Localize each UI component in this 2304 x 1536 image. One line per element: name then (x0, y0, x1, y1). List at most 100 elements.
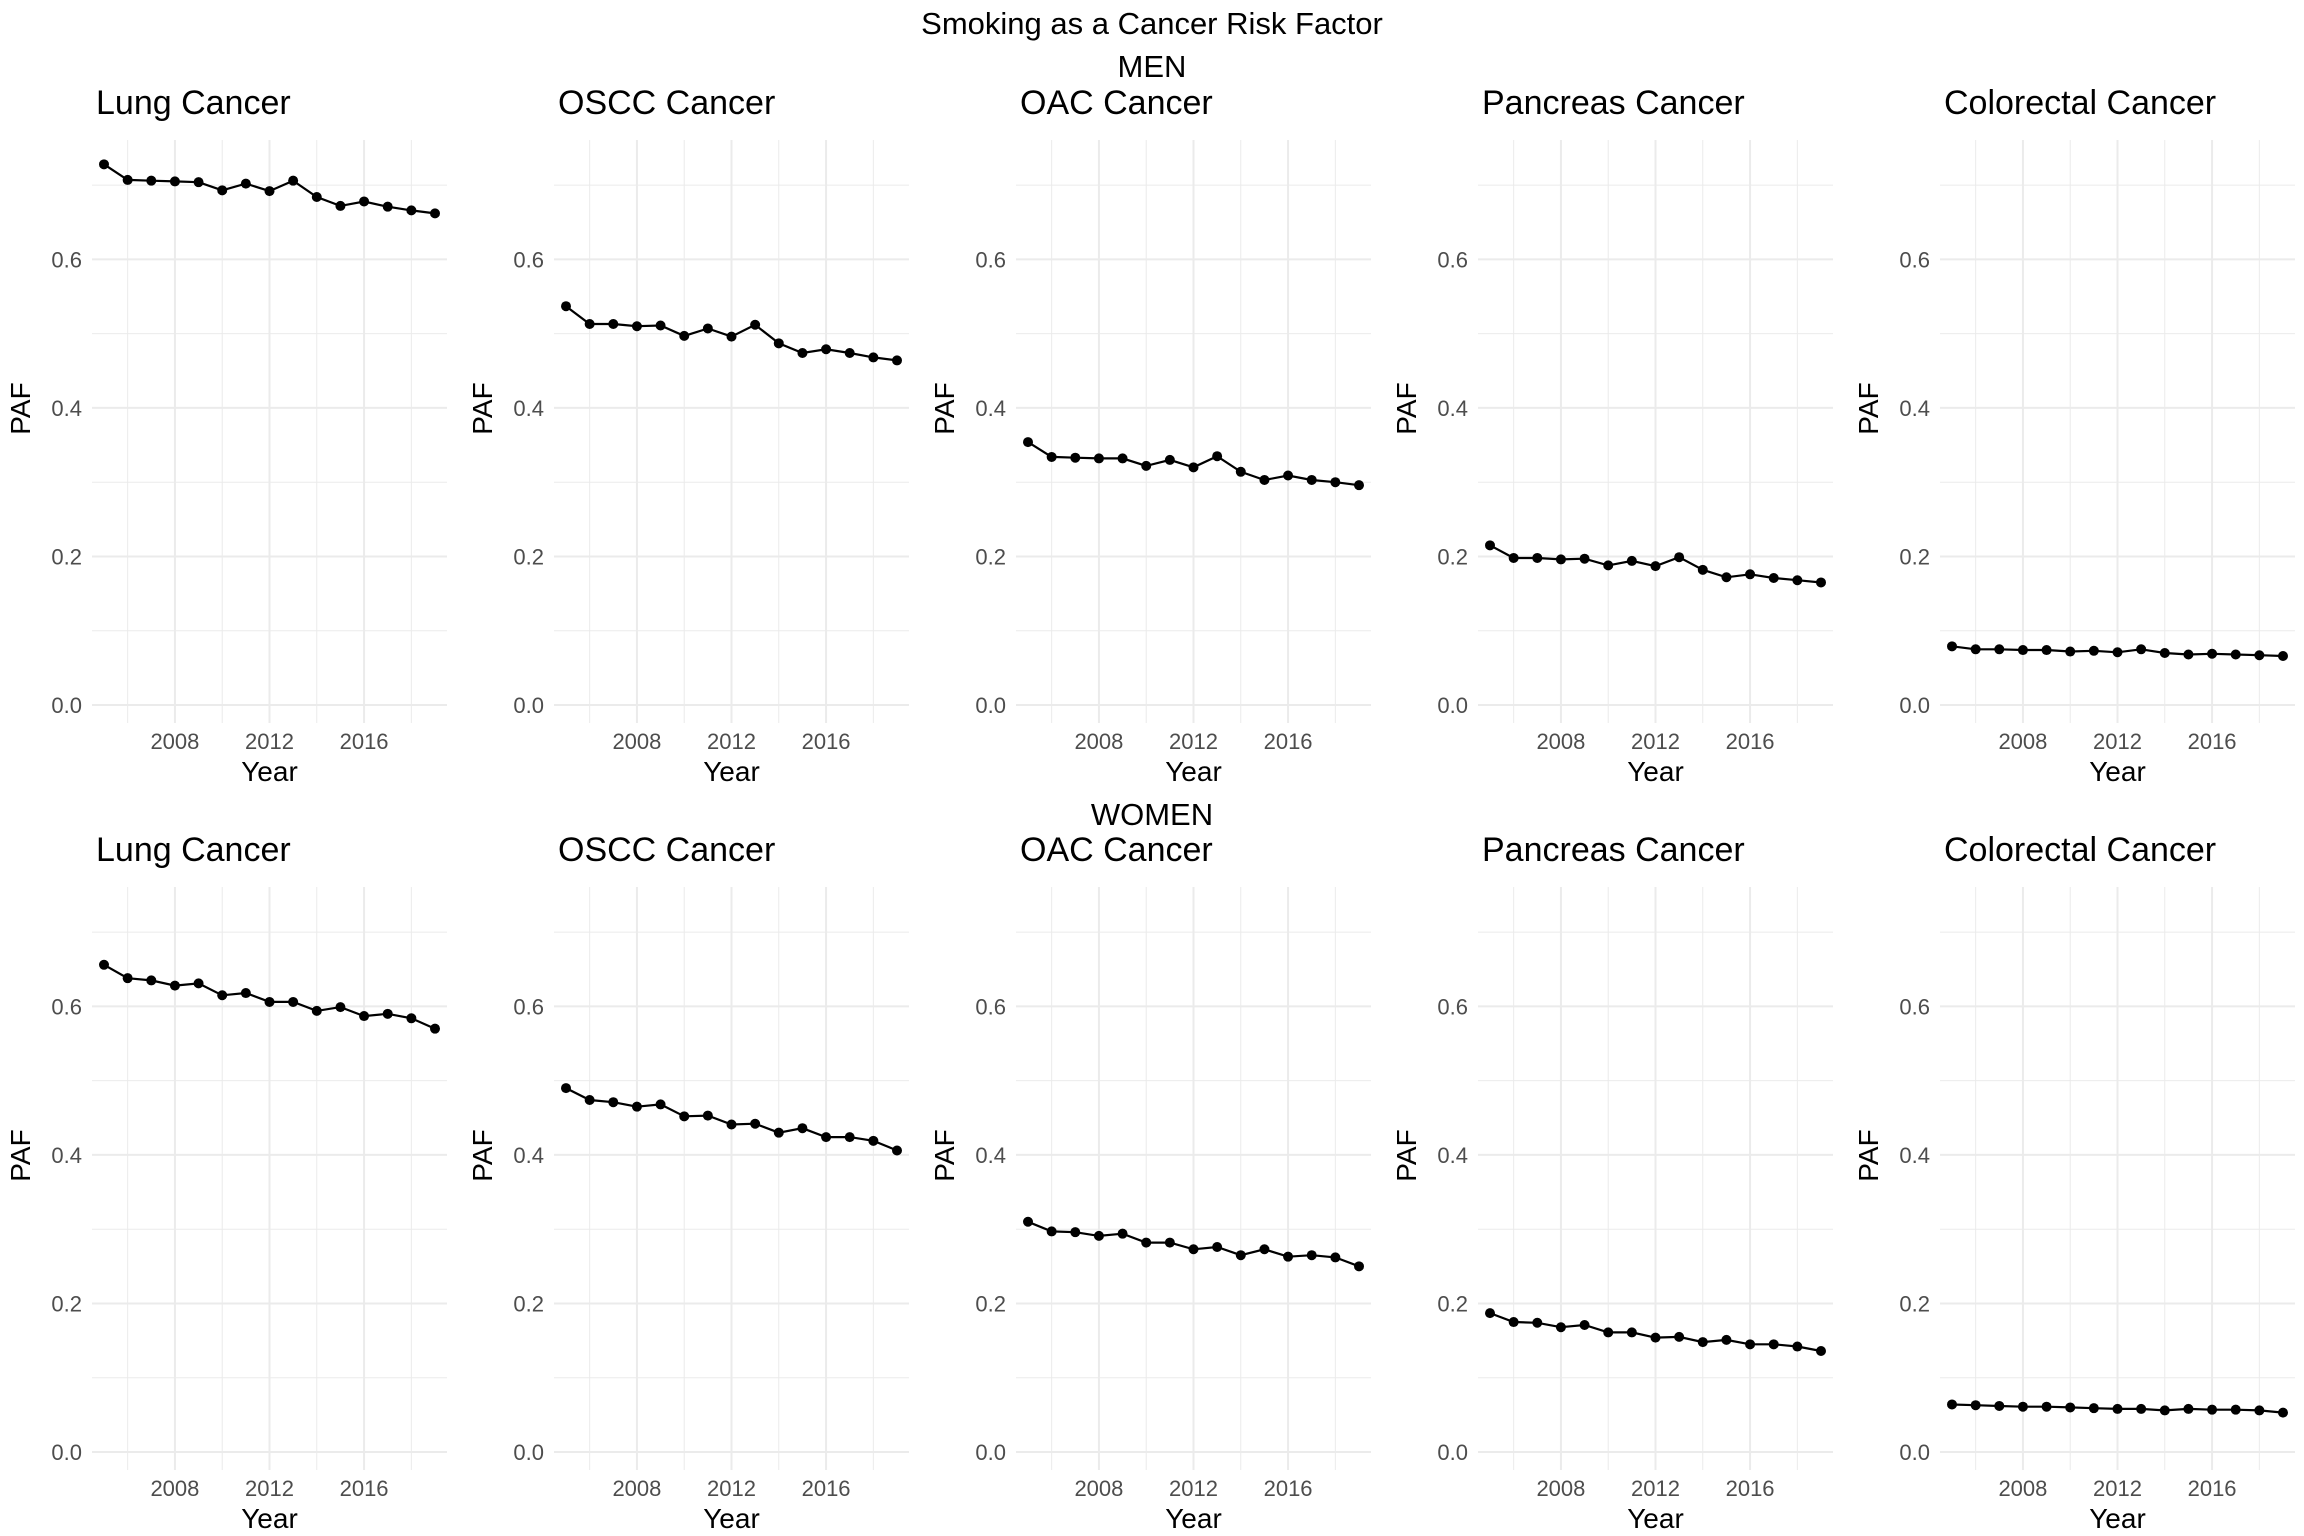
data-point (2207, 648, 2218, 659)
x-axis-title: Year (2089, 756, 2146, 787)
panel-women-2: OSCC Cancer 0.0 0.2 0.4 0.6 2008 2012 2016 Year P… (467, 831, 909, 1534)
data-point (311, 1005, 322, 1016)
group-label-men: MEN (1118, 49, 1187, 84)
x-tick-label: 2016 (2188, 729, 2237, 754)
x-tick-label: 2008 (1074, 1476, 1123, 1501)
data-point (2112, 1403, 2123, 1414)
panel-title: Pancreas Cancer (1482, 84, 1745, 122)
panel-men-4: Pancreas Cancer 0.0 0.2 0.4 0.6 2008 2012 2016 Y… (1391, 84, 1833, 787)
data-point (1970, 1400, 1981, 1411)
panel-women-5: Colorectal Cancer 0.0 0.2 0.4 0.6 2008 2012 201… (1853, 831, 2295, 1534)
data-point (726, 331, 737, 342)
data-point (584, 1094, 595, 1105)
data-point (1141, 460, 1152, 471)
y-tick-label: 0.0 (1437, 1440, 1468, 1465)
data-point (99, 959, 109, 970)
data-point (1745, 1339, 1756, 1350)
data-point (1721, 572, 1732, 583)
y-tick-label: 0.0 (1899, 1440, 1930, 1465)
data-point (1023, 437, 1033, 448)
data-point (655, 320, 666, 331)
data-point (797, 347, 808, 358)
y-axis-title: PAF (1391, 1129, 1422, 1181)
data-point (1697, 1337, 1708, 1348)
data-point (264, 996, 275, 1007)
data-point (2088, 645, 2099, 656)
data-point (1330, 1252, 1341, 1263)
y-tick-label: 0.2 (513, 1291, 544, 1316)
data-point (1994, 1400, 2005, 1411)
y-axis-title: PAF (5, 382, 36, 434)
data-point (702, 323, 713, 334)
panel-title: Colorectal Cancer (1944, 84, 2216, 122)
data-point (1555, 554, 1566, 565)
x-tick-label: 2012 (1169, 729, 1218, 754)
data-point (1212, 1242, 1223, 1253)
data-point (1046, 451, 1057, 462)
data-point (1768, 1339, 1779, 1350)
y-tick-label: 0.2 (51, 544, 82, 569)
y-axis-title: PAF (5, 1129, 36, 1181)
panel-title: OSCC Cancer (558, 84, 775, 122)
panel-women-3: OAC Cancer 0.0 0.2 0.4 0.6 2008 2012 2016 Year PA… (929, 831, 1371, 1534)
data-point (1816, 1345, 1826, 1356)
data-point (892, 1145, 902, 1156)
y-axis-title: PAF (1853, 1129, 1884, 1181)
data-point (1970, 644, 1981, 655)
y-axis-title: PAF (1391, 382, 1422, 434)
panel-title: Lung Cancer (96, 84, 291, 122)
data-point (2112, 647, 2123, 658)
data-point (2159, 648, 2170, 659)
data-point (1579, 1320, 1590, 1331)
y-tick-label: 0.4 (1437, 396, 1468, 421)
x-axis-title: Year (1165, 756, 1222, 787)
data-point (1023, 1216, 1033, 1227)
data-point (1745, 569, 1756, 580)
data-point (1674, 552, 1685, 563)
x-tick-label: 2012 (707, 729, 756, 754)
y-tick-label: 0.6 (51, 994, 82, 1019)
data-point (217, 185, 228, 196)
data-point (1330, 477, 1341, 488)
x-tick-label: 2008 (1998, 1476, 2047, 1501)
data-point (2041, 645, 2052, 656)
data-point (288, 175, 299, 186)
data-point (1141, 1237, 1152, 1248)
data-point (868, 1135, 879, 1146)
data-point (561, 301, 571, 312)
data-point (2254, 1405, 2265, 1416)
data-point (1212, 451, 1223, 462)
y-tick-label: 0.6 (1899, 247, 1930, 272)
x-tick-label: 2012 (245, 1476, 294, 1501)
data-point (335, 200, 346, 211)
x-tick-label: 2008 (1536, 729, 1585, 754)
group-label-women: WOMEN (1091, 797, 1213, 832)
y-axis-title: PAF (929, 382, 960, 434)
data-point (679, 330, 690, 341)
y-tick-label: 0.6 (513, 247, 544, 272)
data-point (311, 192, 322, 203)
x-tick-label: 2016 (2188, 1476, 2237, 1501)
data-point (264, 186, 275, 197)
data-point (1532, 552, 1543, 563)
y-tick-label: 0.6 (513, 994, 544, 1019)
y-tick-label: 0.4 (1899, 396, 1930, 421)
data-point (1485, 540, 1495, 551)
data-point (1093, 453, 1104, 464)
panel-men-5: Colorectal Cancer 0.0 0.2 0.4 0.6 2008 2012 201… (1853, 84, 2295, 787)
y-tick-label: 0.0 (513, 1440, 544, 1465)
data-point (773, 338, 784, 349)
data-point (1674, 1331, 1685, 1342)
data-point (679, 1111, 690, 1122)
data-point (1650, 561, 1661, 572)
y-tick-label: 0.2 (1437, 1291, 1468, 1316)
y-tick-label: 0.2 (1437, 544, 1468, 569)
data-point (1532, 1317, 1543, 1328)
data-point (1093, 1230, 1104, 1241)
y-tick-label: 0.6 (1437, 247, 1468, 272)
x-tick-label: 2016 (1264, 1476, 1313, 1501)
x-tick-label: 2012 (245, 729, 294, 754)
data-point (821, 1132, 832, 1143)
data-point (1603, 1327, 1614, 1338)
data-point (1626, 555, 1637, 566)
